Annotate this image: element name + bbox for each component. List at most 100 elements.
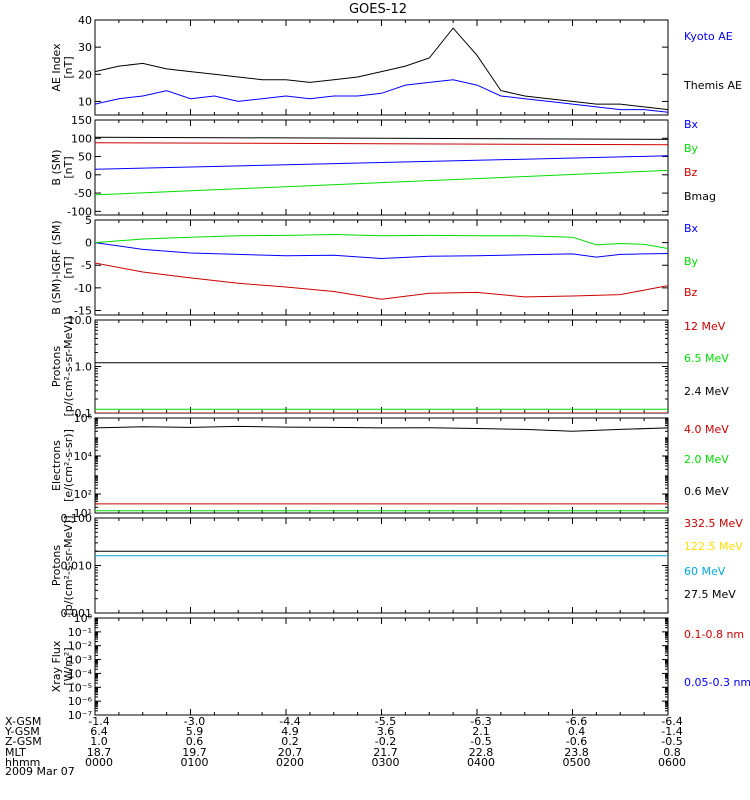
legend-27-5-mev: 27.5 MeV: [684, 588, 736, 601]
y-tick-label: 10⁶: [74, 412, 93, 425]
ephemeris-value: -0.6: [566, 735, 587, 748]
ephemeris-value: -6.3: [470, 715, 491, 728]
y-axis-label: [nT]: [62, 256, 75, 278]
y-axis-label: [nT]: [62, 156, 75, 178]
series-line-0-6-mev: [95, 425, 668, 432]
y-axis-label: [e/(cm²-s-sr)]: [62, 429, 75, 502]
series-line-by: [95, 233, 668, 249]
ephemeris-value: 18.7: [87, 746, 112, 759]
ephemeris-value: 6.4: [90, 725, 108, 738]
ephemeris-value: 3.6: [377, 725, 395, 738]
ephemeris-value: 0600: [658, 756, 686, 769]
ephemeris-value: 1.0: [90, 735, 108, 748]
legend-by: By: [684, 255, 699, 268]
ephemeris-value: -6.6: [566, 715, 587, 728]
series-line-by: [95, 169, 668, 196]
ephemeris-value: -5.5: [375, 715, 396, 728]
y-tick-label: 0.100: [61, 512, 93, 525]
y-tick-label: 30: [78, 41, 92, 54]
y-tick-label: 10⁴: [74, 450, 93, 463]
ephemeris-row-label: Y-GSM: [4, 725, 40, 738]
ephemeris-value: 0.2: [281, 735, 299, 748]
y-axis-label: B (SM)-IGRF (SM): [50, 220, 63, 314]
legend-bz: Bz: [684, 286, 698, 299]
legend-0-1-0-8-nm: 0.1-0.8 nm: [684, 628, 744, 641]
y-axis-label: [W/m²]: [62, 647, 75, 685]
ephemeris-value: 21.7: [373, 746, 398, 759]
y-axis-label: [p/(cm²-s-sr-MeV)]: [62, 317, 75, 417]
legend-332-5-mev: 332.5 MeV: [684, 517, 743, 530]
y-tick-label: 10⁻⁵: [68, 681, 92, 694]
y-axis-label: [nT]: [62, 56, 75, 78]
y-tick-label: 50: [78, 151, 92, 164]
ephemeris-value: 0000: [85, 756, 113, 769]
legend-6-5-mev: 6.5 MeV: [684, 352, 729, 365]
panel-6: 0.001 0.010 0.100 Protons [p/(cm²-s-sr-MeV)]…: [50, 512, 743, 620]
ephemeris-value: -3.0: [184, 715, 205, 728]
ephemeris-value: -1.4: [88, 715, 109, 728]
y-tick-label: 0.1: [75, 407, 93, 420]
ephemeris-value: 23.8: [564, 746, 589, 759]
ephemeris-value: -4.4: [279, 715, 300, 728]
ephemeris-row-label: hhmm: [5, 756, 40, 769]
ephemeris-value: 0200: [276, 756, 304, 769]
legend-2-0-mev: 2.0 MeV: [684, 453, 729, 466]
y-tick-label: 1.0: [75, 361, 93, 374]
series-line-bz: [95, 262, 668, 300]
ephemeris-value: 4.9: [281, 725, 299, 738]
legend-4-0-mev: 4.0 MeV: [684, 423, 729, 436]
series-line-themis-ae: [95, 27, 668, 111]
panel-frame: [94, 617, 669, 716]
y-axis-label: Electrons: [50, 440, 63, 491]
y-axis-label: Protons: [50, 346, 63, 387]
ephemeris-value: 5.9: [186, 725, 204, 738]
legend-12-mev: 12 MeV: [684, 320, 726, 333]
y-tick-label: 10⁻¹: [68, 626, 92, 639]
y-tick-label: 10⁰: [74, 612, 93, 625]
ephemeris-value: 19.7: [182, 746, 207, 759]
y-tick-label: 10: [78, 95, 92, 108]
legend-bx: Bx: [684, 222, 699, 235]
panel-5: 10¹ 10² 10⁴ 10⁶ Electrons [e/(cm²-s-sr)] 4.0 M…: [50, 412, 729, 520]
y-tick-label: 10⁻⁶: [68, 695, 93, 708]
series-line-bz: [95, 142, 668, 146]
y-tick-label: 10⁻⁴: [68, 667, 93, 680]
date-label: 2009 Mar 07: [5, 765, 75, 778]
y-tick-label: -5: [81, 259, 92, 272]
panel-3: -15 -10 -5 0 5 B (SM)-IGRF (SM) [nT] Bx By Bz: [50, 214, 699, 317]
y-tick-label: 10⁻²: [68, 640, 92, 653]
y-tick-label: -50: [74, 187, 92, 200]
ephemeris-value: -0.5: [470, 735, 491, 748]
ephemeris-value: 0400: [467, 756, 495, 769]
x-axis-ephemeris-table: X-GSM -1.4 -3.0 -4.4 -5.5 -6.3 -6.6 -6.4 Y-GSM 6.…: [4, 715, 686, 769]
legend-60-mev: 60 MeV: [684, 565, 726, 578]
y-tick-label: 10²: [74, 488, 92, 501]
ephemeris-value: 20.7: [278, 746, 303, 759]
y-tick-label: 10⁻⁷: [68, 709, 92, 722]
panel-4: 0.1 1.0 10.0 Protons [p/(cm²-s-sr-MeV)] 12 Me…: [50, 314, 729, 420]
y-tick-label: 10¹: [74, 507, 92, 520]
panel-frame: [94, 517, 669, 614]
y-axis-label: Protons: [50, 545, 63, 586]
y-tick-label: -15: [74, 304, 92, 317]
y-axis-label: Xray Flux: [50, 640, 63, 692]
ephemeris-value: 0500: [563, 756, 591, 769]
y-tick-label: -10: [74, 282, 92, 295]
panel-frame: [94, 219, 669, 316]
ephemeris-value: 0.4: [568, 725, 586, 738]
y-axis-label: B (SM): [50, 149, 63, 185]
y-tick-label: 20: [78, 68, 92, 81]
ephemeris-row-label: Z-GSM: [5, 735, 42, 748]
legend-0-6-mev: 0.6 MeV: [684, 485, 729, 498]
y-tick-label: 150: [71, 114, 92, 127]
y-tick-label: 0: [85, 237, 92, 250]
ephemeris-row-label: X-GSM: [5, 715, 41, 728]
legend-122-5-mev: 122.5 MeV: [684, 540, 743, 553]
ephemeris-value: 22.8: [469, 746, 494, 759]
y-tick-label: 0: [85, 169, 92, 182]
y-tick-label: 0.001: [61, 607, 93, 620]
ephemeris-value: -1.4: [661, 725, 682, 738]
legend-themis-ae: Themis AE: [683, 79, 742, 92]
